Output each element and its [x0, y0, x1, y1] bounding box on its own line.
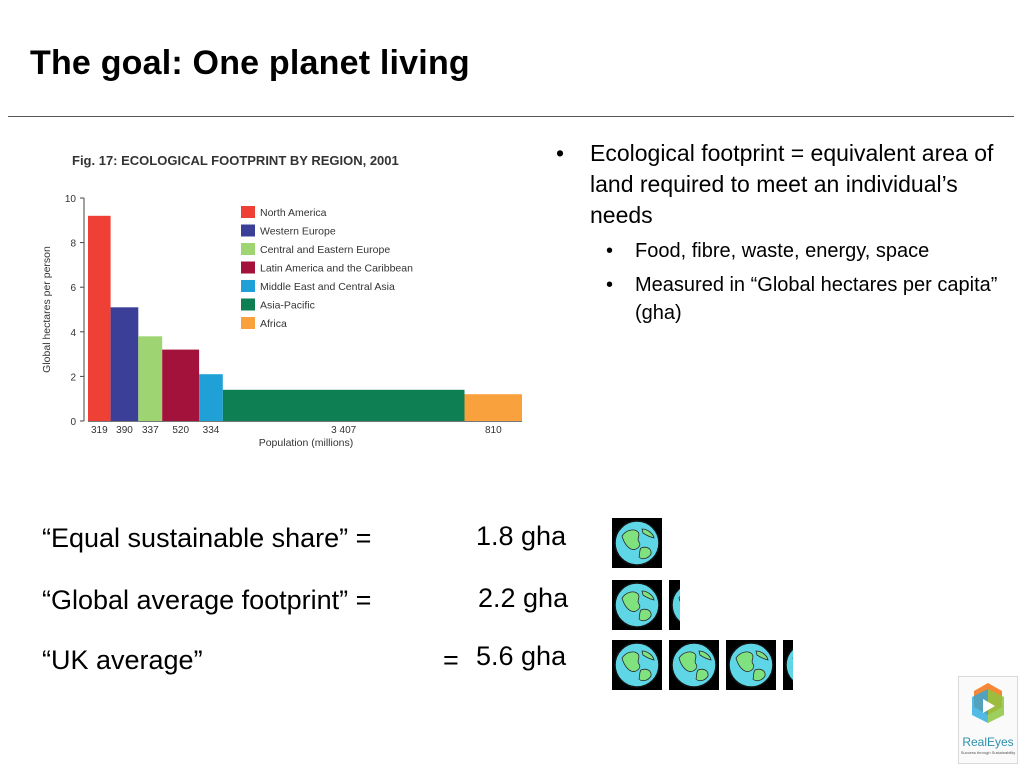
share-row-uk: “UK average” = 5.6 gha [0, 640, 820, 700]
globe-icon [726, 640, 776, 690]
globe-icon [783, 640, 793, 690]
logo-tagline: Success through Sustainability [960, 750, 1016, 755]
legend-label: Middle East and Central Asia [260, 281, 395, 293]
bar-western-europe [110, 307, 139, 421]
footprint-chart: 0 2 4 6 8 10 Global hectares per person 319 390 3… [30, 140, 530, 460]
legend-label: Western Europe [260, 226, 336, 238]
legend-swatch [241, 317, 255, 329]
bar-north-america [88, 215, 111, 421]
y-tick-label: 4 [70, 328, 76, 339]
slide-title: The goal: One planet living [30, 44, 470, 82]
bullet-dot: • [556, 140, 565, 166]
bullet-text: Measured in “Global hectares per capita”… [635, 274, 998, 324]
legend-label: North America [260, 207, 327, 219]
legend-swatch [241, 224, 255, 237]
bar-africa [464, 394, 522, 421]
x-tick-label: 390 [116, 425, 133, 436]
legend-swatch [241, 298, 255, 311]
globe-icon [612, 640, 662, 690]
logo-name: RealEyes [962, 735, 1014, 749]
y-tick-label: 10 [65, 194, 77, 205]
bullet-dot: • [606, 240, 614, 262]
share-label: “Global average footprint” = [42, 585, 372, 615]
y-tick-label: 8 [70, 239, 76, 250]
realeyes-logo: RealEyes Success through Sustainability [958, 676, 1018, 764]
x-axis-label: Population (millions) [259, 437, 354, 449]
bar-asia-pacific [222, 389, 465, 421]
legend-swatch [241, 243, 255, 255]
x-tick-label: 810 [485, 425, 502, 436]
legend-swatch [241, 261, 255, 274]
x-tick-label: 334 [203, 425, 220, 436]
bullet-list: • Ecological footprint = equivalent area… [550, 138, 1010, 333]
y-tick-label: 6 [70, 283, 76, 294]
sub-bullet-item: • Food, fibre, waste, energy, space [550, 237, 1010, 265]
legend-label: Asia-Pacific [260, 300, 315, 312]
legend-label: Africa [260, 318, 287, 330]
chart-title: Fig. 17: ECOLOGICAL FOOTPRINT BY REGION,… [72, 153, 399, 168]
x-tick-label: 3 407 [331, 425, 356, 436]
y-axis-label: Global hectares per person [41, 246, 53, 373]
bar-latin-america-and-the-caribbean [162, 349, 200, 421]
globe-icon [669, 640, 719, 690]
x-tick-label: 337 [142, 425, 159, 436]
bullet-text: Food, fibre, waste, energy, space [635, 240, 930, 262]
share-label: “Equal sustainable share” = [42, 523, 372, 553]
globe-icon [612, 518, 662, 568]
bullet-item: • Ecological footprint = equivalent area… [550, 138, 1010, 231]
sub-bullet-item: • Measured in “Global hectares per capit… [550, 271, 1010, 327]
share-label: “UK average” [42, 645, 203, 675]
x-tick-label: 520 [172, 425, 189, 436]
x-tick-label: 319 [91, 425, 108, 436]
share-row-equal: “Equal sustainable share” = 1.8 gha [0, 518, 820, 578]
title-divider [8, 116, 1014, 117]
bar-middle-east-and-central-asia [199, 374, 223, 421]
y-tick-label: 2 [70, 372, 76, 383]
bullet-dot: • [606, 274, 614, 296]
share-equals-sign: = [443, 645, 459, 675]
legend-label: Central and Eastern Europe [260, 244, 390, 256]
share-row-global: “Global average footprint” = 2.2 gha [0, 580, 820, 640]
bar-central-and-eastern-europe [138, 336, 163, 421]
share-value: 5.6 gha [476, 641, 567, 671]
legend-swatch [241, 280, 255, 292]
globe-icon [612, 580, 662, 630]
bullet-text: Ecological footprint = equivalent area o… [590, 140, 994, 228]
legend-label: Latin America and the Caribbean [260, 263, 413, 275]
share-value: 1.8 gha [476, 521, 567, 551]
logo-mark-icon [972, 683, 1004, 723]
legend-swatch [241, 206, 255, 218]
share-value: 2.2 gha [478, 583, 569, 613]
globe-icon [669, 580, 680, 630]
y-tick-label: 0 [70, 417, 76, 428]
